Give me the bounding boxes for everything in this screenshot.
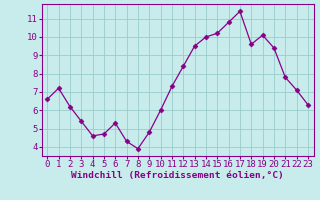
X-axis label: Windchill (Refroidissement éolien,°C): Windchill (Refroidissement éolien,°C) xyxy=(71,171,284,180)
